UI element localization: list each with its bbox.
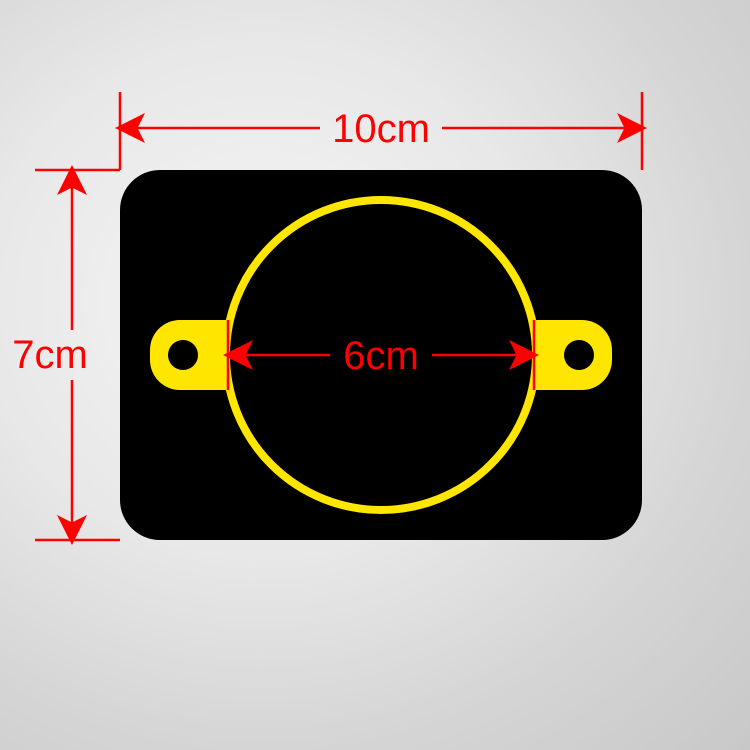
width-label: 10cm: [332, 107, 430, 151]
height-label: 7cm: [12, 333, 88, 377]
dimension-height: 7cm: [12, 170, 120, 540]
dimension-width: 10cm: [120, 92, 642, 170]
mount-tab-left: [150, 320, 230, 390]
mount-tab-right: [532, 320, 612, 390]
dimension-diagram: 10cm 7cm 6cm: [0, 0, 750, 750]
diameter-label: 6cm: [343, 334, 419, 378]
